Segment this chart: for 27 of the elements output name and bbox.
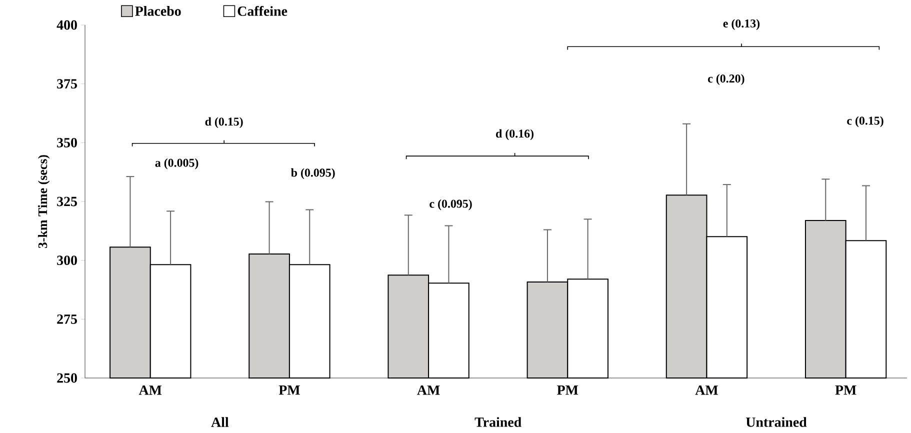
annotation: a (0.005) [155, 158, 198, 170]
y-tick-label: 250 [57, 373, 77, 383]
annotation: d (0.16) [496, 129, 534, 140]
x-tick-label: AM [695, 386, 718, 395]
y-tick-label: 350 [57, 138, 77, 148]
y-tick-label: 275 [57, 314, 77, 324]
y-axis-title: 3-km Time (secs) [38, 155, 50, 248]
x-tick-label: PM [557, 386, 578, 395]
y-tick-label: 375 [57, 79, 77, 89]
y-tick-label: 400 [56, 20, 77, 30]
annotation: c (0.095) [430, 199, 472, 210]
annotation: d (0.15) [205, 117, 243, 128]
x-tick-label: AM [417, 386, 440, 395]
annotation: e (0.13) [723, 19, 760, 30]
x-tick-label: AM [138, 386, 162, 395]
x-tick-label: PM [835, 386, 856, 395]
text: All [211, 417, 229, 427]
annotation: b (0.095) [291, 168, 335, 180]
text: Trained [474, 417, 522, 427]
y-tick-label: 325 [57, 196, 77, 206]
annotation: c (0.15) [847, 116, 884, 128]
y-tick-label: 300 [57, 256, 77, 266]
x-tick-label: PM [278, 386, 300, 395]
legend-label: Caffeine [238, 6, 288, 16]
legend-label: Placebo [135, 6, 181, 16]
text: Untrained [746, 417, 807, 427]
annotation: c (0.20) [708, 74, 744, 86]
